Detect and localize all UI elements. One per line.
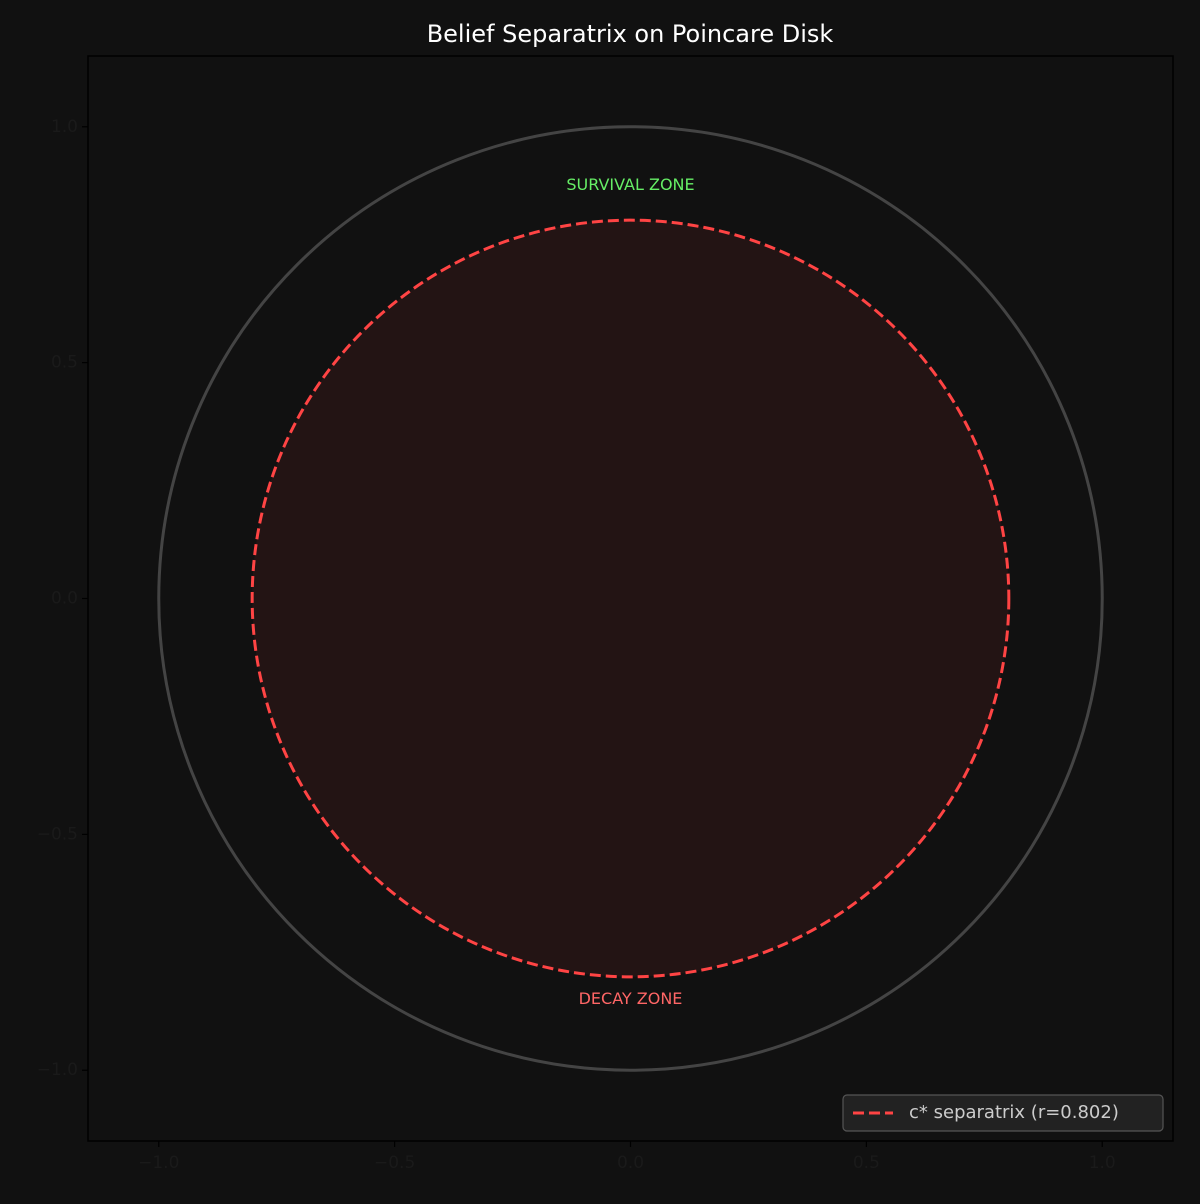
y-tick-label: −0.5 <box>37 824 78 844</box>
annotation: DECAY ZONE <box>579 989 683 1008</box>
x-tick-label: −1.0 <box>138 1153 179 1173</box>
x-tick-label: −0.5 <box>374 1153 415 1173</box>
x-tick-label: 0.0 <box>617 1153 644 1173</box>
legend-label: c* separatrix (r=0.802) <box>909 1102 1119 1123</box>
plot-area <box>88 56 1173 1141</box>
circle <box>157 125 1104 1072</box>
y-tick-label: −1.0 <box>37 1060 78 1080</box>
x-tick-label: 1.0 <box>1089 1153 1116 1173</box>
y-tick-label: 0.5 <box>51 353 78 373</box>
circle <box>250 218 1011 979</box>
chart-title: Belief Separatrix on Poincare Disk <box>427 20 834 48</box>
y-tick-label: 1.0 <box>51 117 78 137</box>
legend <box>842 1094 1164 1132</box>
annotation: SURVIVAL ZONE <box>566 175 694 194</box>
x-tick-label: 0.5 <box>853 1153 880 1173</box>
y-tick-label: 0.0 <box>51 589 78 609</box>
